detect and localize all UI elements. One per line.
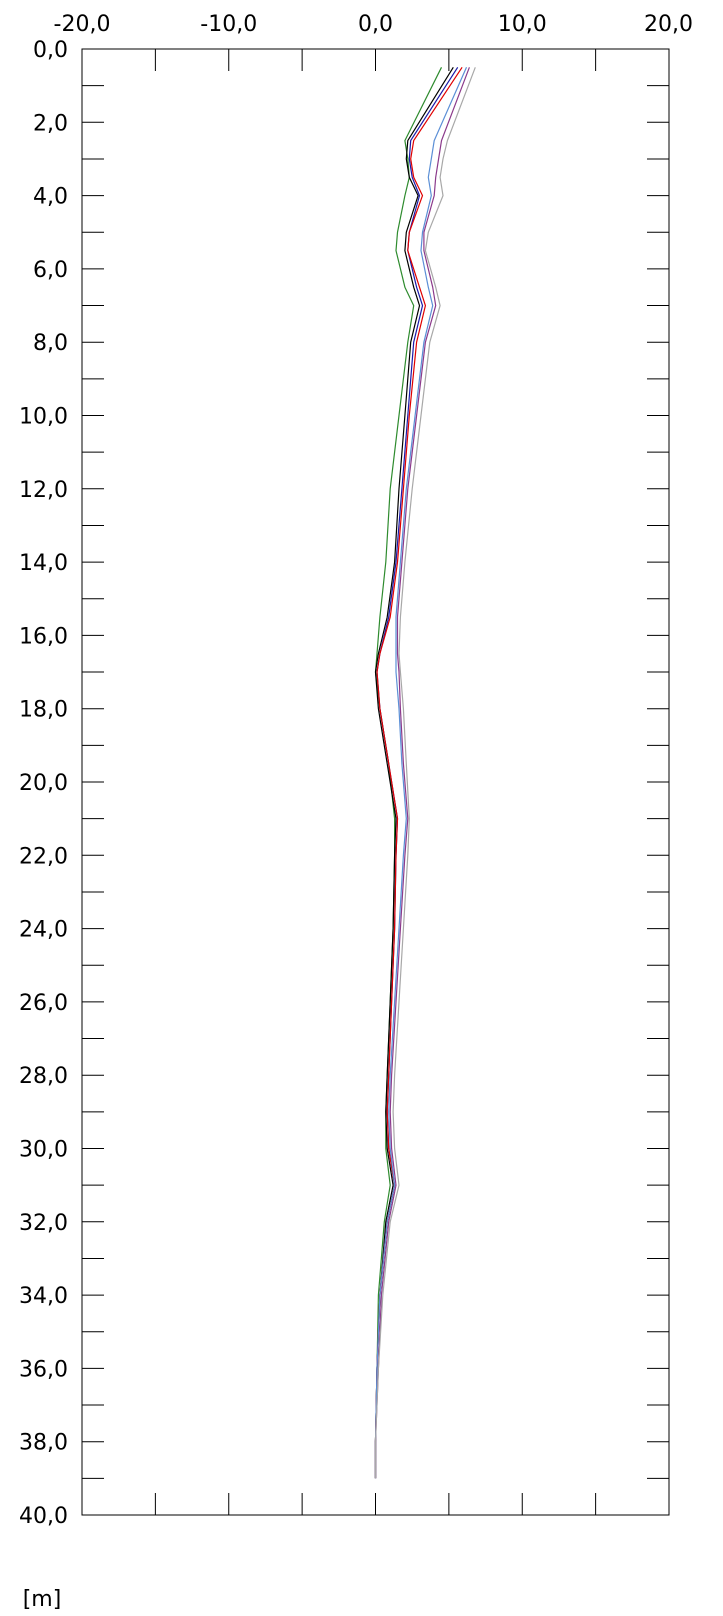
x-tick-label: 0,0 bbox=[358, 12, 393, 37]
y-tick-label: 0,0 bbox=[33, 38, 68, 63]
y-tick-label: 32,0 bbox=[19, 1211, 68, 1236]
y-tick-label: 12,0 bbox=[19, 478, 68, 503]
y-tick-label: 14,0 bbox=[19, 551, 68, 576]
y-tick-label: 40,0 bbox=[19, 1504, 68, 1529]
y-tick-label: 4,0 bbox=[33, 185, 68, 210]
y-tick-label: 22,0 bbox=[19, 844, 68, 869]
series-line-7 bbox=[374, 67, 476, 1479]
y-tick-label: 16,0 bbox=[19, 624, 68, 649]
y-tick-label: 36,0 bbox=[19, 1357, 68, 1382]
x-tick-label: 20,0 bbox=[644, 12, 693, 37]
plot-frame bbox=[81, 48, 670, 1516]
y-tick-label: 6,0 bbox=[33, 258, 68, 283]
y-tick-label: 18,0 bbox=[19, 698, 68, 723]
y-unit-label: [m] bbox=[23, 1587, 62, 1612]
y-tick-label: 10,0 bbox=[19, 405, 68, 430]
x-tick-label: 10,0 bbox=[498, 12, 547, 37]
series-lines bbox=[374, 66, 476, 1479]
y-tick-labels: 0,0 2,0 4,0 6,0 8,0 10,0 12,0 14,0 16,0 18,0 20,0 2… bbox=[19, 38, 68, 1529]
y-tick-label: 34,0 bbox=[19, 1284, 68, 1309]
y-tick-label: 2,0 bbox=[33, 111, 68, 136]
series-line-5 bbox=[374, 67, 470, 1479]
y-tick-label: 28,0 bbox=[19, 1064, 68, 1089]
y-tick-label: 8,0 bbox=[33, 331, 68, 356]
axis-ticks bbox=[82, 49, 669, 1515]
y-tick-label: 26,0 bbox=[19, 991, 68, 1016]
x-tick-labels: -20,0 -10,0 0,0 10,0 20,0 bbox=[54, 12, 693, 37]
y-tick-label: 30,0 bbox=[19, 1138, 68, 1163]
y-tick-label: 20,0 bbox=[19, 771, 68, 796]
y-tick-label: 38,0 bbox=[19, 1431, 68, 1456]
x-tick-label: -10,0 bbox=[200, 12, 257, 37]
series-line-6 bbox=[374, 67, 468, 1479]
series-line-2 bbox=[374, 66, 454, 1479]
x-tick-label: -20,0 bbox=[54, 12, 111, 37]
y-tick-label: 24,0 bbox=[19, 918, 68, 943]
